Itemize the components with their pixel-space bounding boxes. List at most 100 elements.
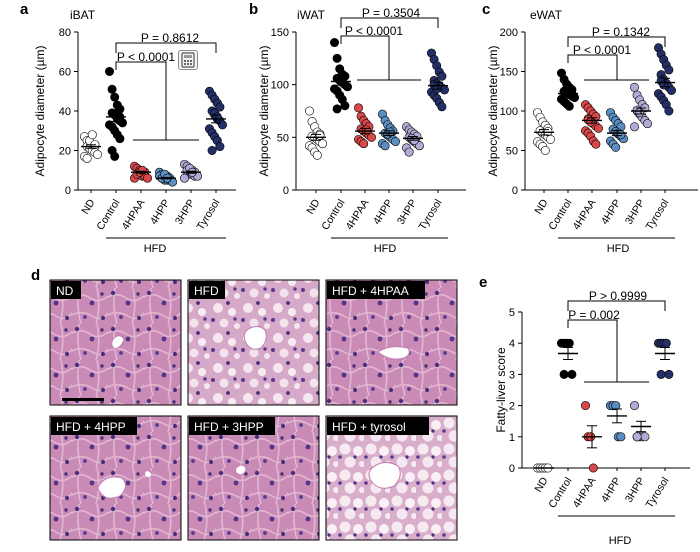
data-point bbox=[340, 101, 350, 111]
histology-HFD-3HPP: HFD + 3HPP bbox=[187, 415, 320, 541]
image-label-nd: ND bbox=[56, 284, 74, 298]
data-point bbox=[82, 153, 92, 163]
data-point bbox=[437, 71, 447, 81]
data-point bbox=[611, 142, 621, 152]
data-point bbox=[143, 173, 153, 183]
bracket-mid bbox=[115, 61, 167, 140]
calculator-icon bbox=[181, 52, 195, 68]
panel-label-a: a bbox=[20, 1, 29, 18]
y-tick-label: 100 bbox=[271, 80, 289, 92]
group-label-e: HFD bbox=[609, 535, 632, 547]
data-point bbox=[437, 102, 447, 112]
y-tick-label: 50 bbox=[506, 146, 518, 158]
y-tick-label: 0 bbox=[512, 185, 518, 197]
data-point bbox=[632, 432, 642, 442]
bracket-mid bbox=[567, 54, 618, 80]
group-label-a: HFD bbox=[144, 243, 167, 255]
data-point bbox=[580, 401, 590, 411]
panel-label-d: d bbox=[31, 267, 40, 284]
image-label-hfd-3hpp: HFD + 3HPP bbox=[194, 420, 264, 434]
panel-title-b: iWAT bbox=[297, 8, 326, 22]
x-category-label: 3HPP bbox=[623, 197, 648, 227]
data-point bbox=[642, 119, 652, 129]
data-point bbox=[629, 401, 639, 411]
p-value-mid-b: P < 0.0001 bbox=[345, 24, 403, 38]
x-category-label: 3HPP bbox=[173, 197, 198, 227]
data-point bbox=[87, 130, 97, 140]
bracket-top bbox=[567, 36, 666, 47]
panel-label-c: c bbox=[482, 1, 490, 18]
calculator-button[interactable] bbox=[178, 50, 198, 70]
y-tick-label: 2 bbox=[509, 401, 515, 413]
data-point bbox=[559, 369, 569, 379]
y-tick-label: 150 bbox=[271, 27, 289, 39]
y-tick-label: 3 bbox=[509, 369, 515, 381]
data-point bbox=[332, 104, 342, 114]
p-value-top-a: P = 0.8612 bbox=[141, 31, 199, 45]
x-category-label: ND bbox=[532, 197, 550, 217]
x-category-label: 4HPP bbox=[148, 197, 173, 227]
data-point bbox=[380, 141, 390, 151]
data-point bbox=[640, 432, 650, 442]
data-point bbox=[317, 139, 327, 149]
y-tick-label: 50 bbox=[277, 132, 289, 144]
histology-HFD-4HPP: HFD + 4HPP bbox=[49, 415, 182, 541]
y-tick-label: 5 bbox=[509, 307, 515, 319]
x-category-label: 4HPP bbox=[599, 475, 624, 505]
bracket-top bbox=[340, 17, 439, 28]
histology-HFD-tyrosol: HFD + tyrosol bbox=[325, 415, 458, 541]
x-category-label: Tyrosol bbox=[643, 197, 671, 232]
y-tick-label: 40 bbox=[59, 106, 71, 118]
data-point bbox=[664, 106, 674, 116]
data-point bbox=[629, 82, 639, 92]
x-category-label: 4HPP bbox=[599, 197, 624, 227]
panel-title-a: iBAT bbox=[70, 8, 96, 22]
x-category-label: Control bbox=[546, 197, 574, 232]
data-point bbox=[390, 137, 400, 147]
data-point bbox=[586, 117, 596, 127]
p-value-top-c: P = 0.1342 bbox=[592, 25, 650, 39]
data-point bbox=[385, 127, 395, 137]
data-point bbox=[110, 151, 120, 161]
data-point bbox=[567, 369, 577, 379]
p-value-mid-c: P < 0.0001 bbox=[573, 43, 631, 57]
data-point bbox=[666, 85, 676, 95]
data-point bbox=[629, 122, 639, 132]
data-point bbox=[588, 463, 598, 473]
x-category-label: Control bbox=[94, 197, 122, 232]
group-label-c: HFD bbox=[607, 243, 630, 255]
data-point bbox=[664, 369, 674, 379]
data-point bbox=[315, 130, 325, 140]
x-category-label: Tyrosol bbox=[416, 197, 444, 232]
data-point bbox=[180, 173, 190, 183]
x-category-label: Control bbox=[319, 197, 347, 232]
data-point bbox=[545, 134, 555, 144]
y-tick-label: 4 bbox=[509, 338, 515, 350]
y-tick-label: 0 bbox=[65, 185, 71, 197]
scale-bar bbox=[62, 398, 104, 401]
y-tick-label: 20 bbox=[59, 146, 71, 158]
bracket-mid bbox=[340, 35, 390, 80]
data-point bbox=[207, 146, 217, 156]
data-point bbox=[359, 139, 369, 149]
data-point bbox=[312, 150, 322, 160]
data-point bbox=[215, 142, 225, 152]
data-point bbox=[361, 125, 371, 135]
bracket-mid bbox=[567, 319, 618, 382]
panel-label-b: b bbox=[249, 1, 258, 18]
data-point bbox=[611, 401, 621, 411]
data-point bbox=[107, 84, 117, 94]
panel-title-c: eWAT bbox=[530, 8, 563, 22]
data-point bbox=[110, 92, 120, 102]
x-category-label: 4HPAA bbox=[120, 197, 148, 232]
data-point bbox=[93, 149, 103, 159]
data-point bbox=[218, 120, 228, 130]
x-category-label: 4HPAA bbox=[571, 197, 599, 232]
p-value-top-b: P = 0.3504 bbox=[362, 6, 420, 20]
p-value-top-e: P > 0.9999 bbox=[589, 289, 647, 303]
y-tick-label: 0 bbox=[509, 463, 515, 475]
x-category-label: 3HPP bbox=[623, 475, 648, 505]
